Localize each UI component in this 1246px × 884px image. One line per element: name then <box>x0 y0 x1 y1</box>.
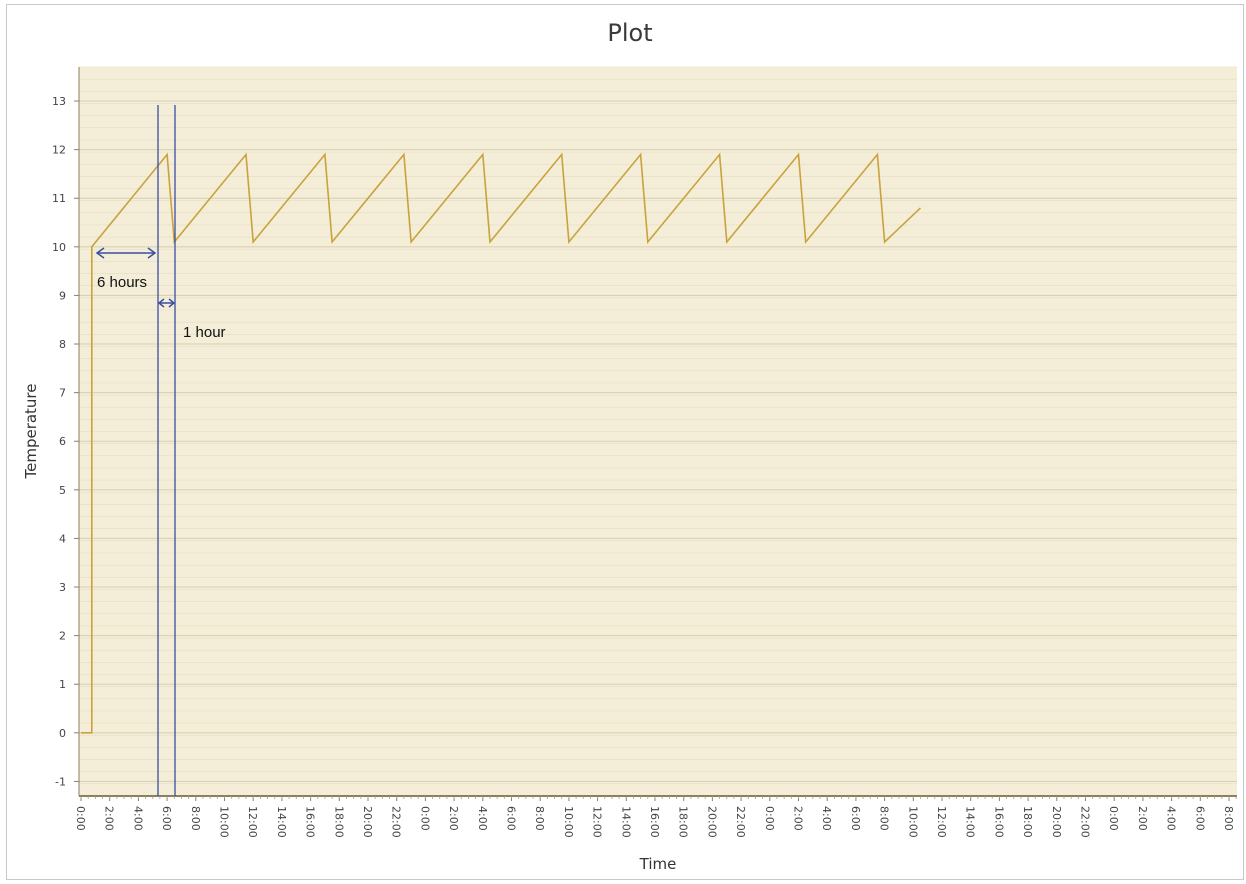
x-tick-label: 8:00 <box>878 806 891 831</box>
x-tick-label: 18:00 <box>332 806 345 838</box>
y-tick-label: 9 <box>59 289 66 302</box>
y-tick-label: 0 <box>59 727 66 740</box>
y-tick-label: -1 <box>55 775 66 788</box>
x-tick-label: 0:00 <box>1107 806 1120 831</box>
axes <box>78 67 1237 797</box>
y-tick-label: 4 <box>59 532 66 545</box>
annotation-six-hours: 6 hours <box>97 274 147 291</box>
y-tick-label: 6 <box>59 435 66 448</box>
x-tick-label: 10:00 <box>906 806 919 838</box>
x-tick-label: 20:00 <box>361 806 374 838</box>
x-tick-label: 0:00 <box>763 806 776 831</box>
series-line <box>81 152 922 734</box>
x-tick-label: 8:00 <box>533 806 546 831</box>
x-tick-label: 18:00 <box>677 806 690 838</box>
x-tick-label: 0:00 <box>418 806 431 831</box>
x-tick-label: 12:00 <box>591 806 604 838</box>
x-tick-label: 22:00 <box>1079 806 1092 838</box>
x-tick-label: 8:00 <box>189 806 202 831</box>
series-layer <box>81 152 922 734</box>
x-tick-label: 22:00 <box>390 806 403 838</box>
chart-title: Plot <box>607 19 652 47</box>
x-tick-label: 16:00 <box>304 806 317 838</box>
x-tick-label: 6:00 <box>849 806 862 831</box>
x-tick-label: 16:00 <box>648 806 661 838</box>
grid-lines <box>79 66 1237 797</box>
x-tick-label: 4:00 <box>1165 806 1178 831</box>
x-tick-label: 2:00 <box>792 806 805 831</box>
one-hour-arrow <box>157 298 176 308</box>
annotations: 6 hours 1 hour <box>95 105 226 796</box>
x-tick-label: 6:00 <box>1193 806 1206 831</box>
x-tick-label: 4:00 <box>820 806 833 831</box>
y-tick-label: 8 <box>59 338 66 351</box>
x-tick-label: 8:00 <box>1222 806 1235 831</box>
x-tick-label: 2:00 <box>447 806 460 831</box>
y-axis-label: Temperature <box>22 383 40 479</box>
x-tick-label: 0:00 <box>74 806 87 831</box>
x-tick-label: 14:00 <box>275 806 288 838</box>
y-tick-label: 2 <box>59 630 66 643</box>
y-tick-label: 13 <box>52 95 66 108</box>
x-tick-label: 22:00 <box>734 806 747 838</box>
x-tick-label: 12:00 <box>935 806 948 838</box>
x-tick-label: 18:00 <box>1021 806 1034 838</box>
x-tick-label: 20:00 <box>1050 806 1063 838</box>
x-tick-label: 2:00 <box>1136 806 1149 831</box>
x-tick-label: 20:00 <box>705 806 718 838</box>
x-tick-label: 6:00 <box>505 806 518 831</box>
x-tick-label: 12:00 <box>246 806 259 838</box>
x-axis-label: Time <box>639 855 677 873</box>
x-tick-label: 14:00 <box>964 806 977 838</box>
x-tick-label: 14:00 <box>619 806 632 838</box>
y-tick-label: 1 <box>59 678 66 691</box>
x-tick-label: 6:00 <box>160 806 173 831</box>
y-tick-label: 11 <box>52 192 66 205</box>
x-tick-label: 2:00 <box>103 806 116 831</box>
x-tick-label: 16:00 <box>992 806 1005 838</box>
annotation-one-hour: 1 hour <box>183 324 226 341</box>
y-tick-label: 7 <box>59 387 66 400</box>
x-tick-labels: 0:00 2:00 4:00 6:00 8:00 10:00 12:00 14:00 16:00… <box>74 796 1237 838</box>
y-tick-label: 12 <box>52 144 66 157</box>
y-tick-label: 3 <box>59 581 66 594</box>
y-tick-label: 10 <box>52 241 66 254</box>
x-tick-label: 4:00 <box>131 806 144 831</box>
six-hours-arrow <box>95 247 157 259</box>
x-tick-label: 4:00 <box>476 806 489 831</box>
x-tick-label: 10:00 <box>562 806 575 838</box>
y-tick-label: 5 <box>59 484 66 497</box>
x-tick-label: 10:00 <box>218 806 231 838</box>
